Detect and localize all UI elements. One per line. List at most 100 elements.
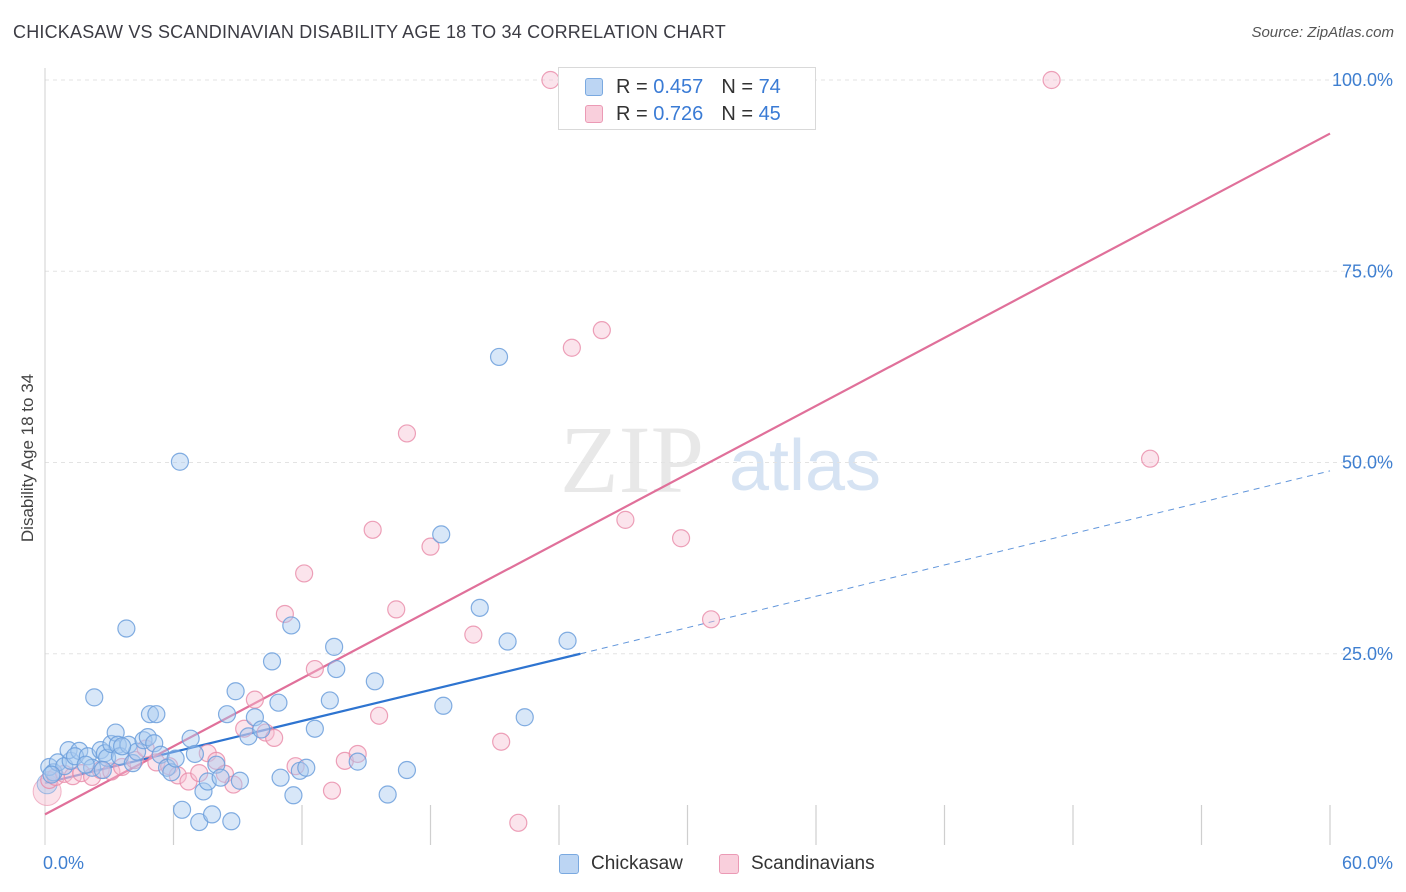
chickasaw-point-56 [320,691,339,710]
chickasaw-point-68 [515,708,534,727]
watermark-atlas: atlas [729,426,881,506]
scandinavians-legend-swatch [719,854,739,874]
chickasaw-point-18 [117,619,136,638]
chickasaw-point-62 [397,760,417,780]
chickasaw-swatch [585,78,603,96]
n-label: N = [721,102,753,125]
chickasaw-point-34 [185,744,205,764]
chickasaw-point-49 [269,693,288,712]
chickasaw-point-20 [123,754,142,773]
y-axis-label: Disability Age 18 to 34 [18,374,37,542]
chickasaw-point-32 [172,800,192,819]
r-value: 0.457 [653,75,704,98]
chickasaw-point-52 [284,786,303,805]
chickasaw-point-70 [42,765,61,784]
chickasaw-point-10 [85,688,104,707]
chickasaw-point-29 [162,763,181,782]
chickasaw-point-71 [76,755,95,774]
chickasaw-point-24 [140,705,160,724]
scandinavians-point-35 [421,537,440,556]
chickasaw-point-30 [166,749,185,768]
chart-title: CHICKASAW VS SCANDINAVIAN DISABILITY AGE… [13,22,726,42]
chickasaw-point-72 [93,760,112,780]
scandinavians-point-43 [671,529,691,548]
scandinavians-point-21 [245,690,264,709]
chickasaw-point-41 [217,705,237,724]
chickasaw-point-59 [348,752,367,771]
chickasaw-point-69 [558,631,577,650]
chickasaw-point-42 [222,812,241,831]
chickasaw-legend-swatch [559,854,579,874]
zipatlas-watermark: ZIP atlas [560,406,881,513]
chickasaw-point-50 [271,768,290,787]
legend-label-chickasaw: Chickasaw [591,853,683,874]
scandinavians-point-37 [492,732,511,751]
chickasaw-point-40 [211,768,230,787]
r-label: R = [616,75,648,98]
chickasaw-point-47 [252,720,271,739]
scandinavians-swatch [585,105,603,123]
stats-legend: R = 0.457 N = 74 R = 0.726 N = 45 [558,67,816,130]
chickasaw-point-73 [112,737,132,756]
grid-lines [45,79,1392,655]
chickasaw-point-57 [325,637,344,656]
chickasaw-point-36 [194,782,213,801]
chickasaw-point-48 [262,652,282,671]
r-label: R = [616,102,648,125]
chickasaw-point-25 [145,734,164,753]
source-label: Source: ZipAtlas.com [1251,24,1394,41]
scandinavians-point-30 [348,744,367,764]
chickasaw-point-58 [327,659,346,679]
chickasaw-point-31 [170,452,190,471]
scandinavians-point-44 [701,610,721,629]
scandinavians-point-26 [295,564,314,583]
legend-item-chickasaw[interactable]: Chickasaw [559,850,683,878]
scandinavians-point-42 [616,510,635,529]
scandinavians-point-46 [1140,449,1160,468]
legend-item-scandinavians[interactable]: Scandinavians [719,850,875,878]
scandinavians-trend-line [44,132,1331,816]
stats-legend-row-scandinavians: R = 0.726 N = 45 [585,101,781,127]
chickasaw-point-54 [297,758,316,777]
chickasaw-point-61 [378,785,397,804]
chickasaw-point-38 [202,805,222,824]
chickasaw-point-44 [230,771,249,790]
data-points [32,70,1160,832]
trend-lines [44,132,1331,816]
chickasaw-point-26 [147,705,166,724]
scandinavians-point-36 [464,625,483,644]
chickasaw-trend-extension [580,470,1331,655]
chickasaw-point-67 [498,632,517,651]
chickasaw-point-66 [489,347,509,367]
y-tick-label-2: 75.0% [1342,261,1393,281]
chickasaw-point-63 [432,525,451,544]
n-value: 45 [758,102,781,125]
stats-legend-row-chickasaw: R = 0.457 N = 74 [585,74,781,100]
chickasaw-point-33 [181,729,200,748]
scandinavians-point-27 [305,659,324,679]
chickasaw-point-51 [282,616,301,635]
n-label: N = [721,75,753,98]
scandinavians-point-45 [1042,70,1061,90]
chickasaw-point-43 [226,682,245,701]
scandinavians-point-32 [370,706,389,725]
scandinavians-point-34 [397,424,417,443]
r-value: 0.726 [653,102,704,125]
scandinavians-point-31 [363,520,382,539]
scandinavians-point-39 [541,70,560,90]
axes [44,68,1331,845]
chickasaw-trend-line [44,652,581,785]
scandinavians-point-38 [509,813,528,832]
series-legend: Chickasaw Scandinavians [0,850,1406,878]
scandinavians-point-33 [387,600,406,619]
scandinavians-point-41 [592,321,611,340]
y-tick-label-0: 25.0% [1342,644,1393,664]
y-tick-label-1: 50.0% [1342,453,1393,473]
chickasaw-point-55 [305,719,324,738]
watermark-zip: ZIP [560,406,704,513]
legend-label-scandinavians: Scandinavians [751,853,875,874]
chickasaw-point-65 [470,598,489,617]
scandinavians-point-28 [322,781,342,800]
tick-labels: 25.0% 50.0% 75.0% 100.0% 0.0% 60.0% [43,70,1393,873]
